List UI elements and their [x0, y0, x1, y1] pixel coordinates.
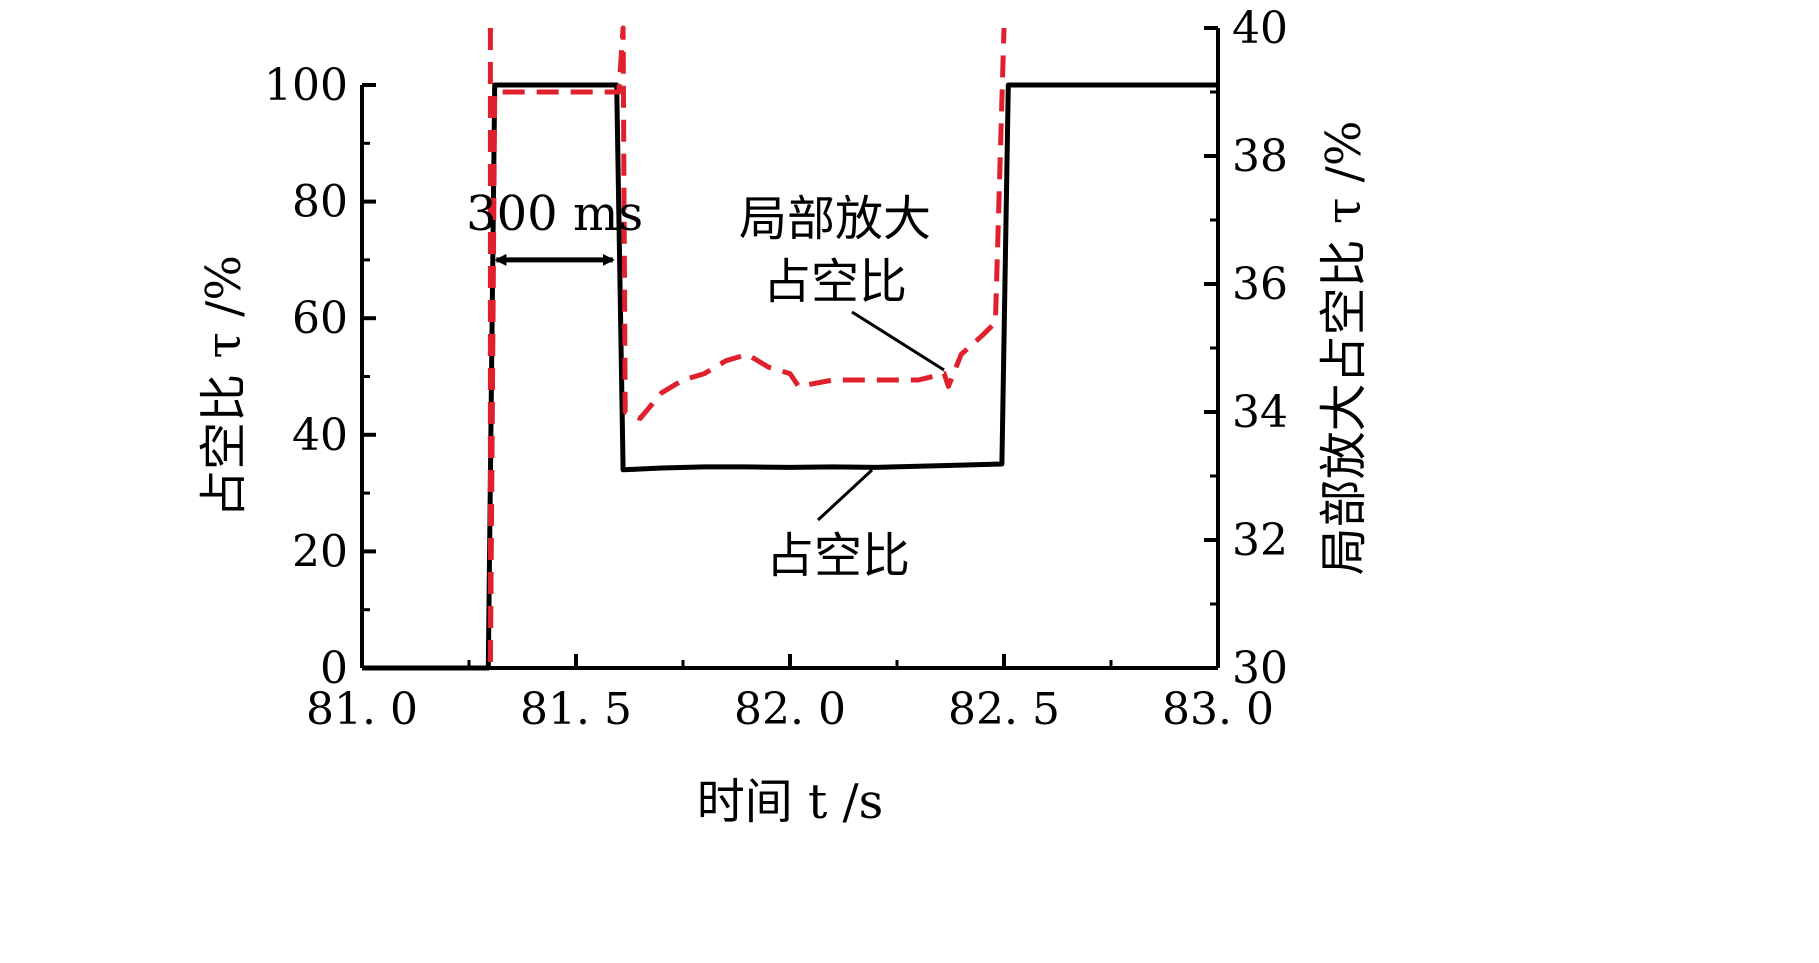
x-axis-title: 时间 t /s [697, 774, 884, 830]
x-tick-label: 81. 5 [520, 684, 632, 735]
series-layer [362, 25, 1218, 671]
solid-series-leader-line [816, 468, 874, 522]
dashed-series-label-line2: 占空比 [763, 254, 907, 310]
right-y-tick-label: 30 [1232, 643, 1288, 694]
dashed-series-leader-line [851, 310, 945, 372]
interval-label: 300 ms [466, 186, 643, 242]
right-y-ticks: 30 32 34 36 38 40 [1204, 3, 1288, 694]
left-y-tick-label: 80 [292, 177, 348, 228]
right-y-tick-label: 36 [1232, 259, 1288, 310]
left-y-tick-label: 60 [292, 293, 348, 344]
x-tick-label: 81. 0 [306, 684, 418, 735]
right-y-tick-label: 40 [1232, 3, 1288, 54]
left-y-tick-label: 100 [264, 60, 348, 111]
x-ticks: 81. 0 81. 5 82. 0 82. 5 83. 0 [306, 654, 1274, 735]
x-axis-title-text: 时间 t /s [697, 774, 884, 830]
right-y-tick-label: 38 [1232, 131, 1288, 182]
left-y-tick-label: 40 [292, 410, 348, 461]
dashed-series-line [487, 25, 1007, 671]
solid-series-label: 占空比 [766, 528, 910, 584]
left-y-tick-label: 0 [320, 643, 348, 694]
x-tick-label: 82. 5 [948, 684, 1060, 735]
right-y-tick-label: 34 [1232, 387, 1288, 438]
annotations: 300 ms 局部放大 占空比 占空比 [466, 186, 945, 584]
solid-series-line [362, 82, 1218, 671]
left-y-axis-title: 占空比 τ /% [196, 255, 252, 518]
x-tick-label: 83. 0 [1162, 684, 1274, 735]
right-y-axis-title: 局部放大占空比 τ /% [1316, 121, 1372, 576]
left-y-tick-label: 20 [292, 526, 348, 577]
x-tick-label: 82. 0 [734, 684, 846, 735]
dashed-series-label-line1: 局部放大 [739, 191, 931, 247]
left-y-ticks: 0 20 40 60 80 100 [264, 60, 376, 694]
right-y-tick-label: 32 [1232, 515, 1288, 566]
